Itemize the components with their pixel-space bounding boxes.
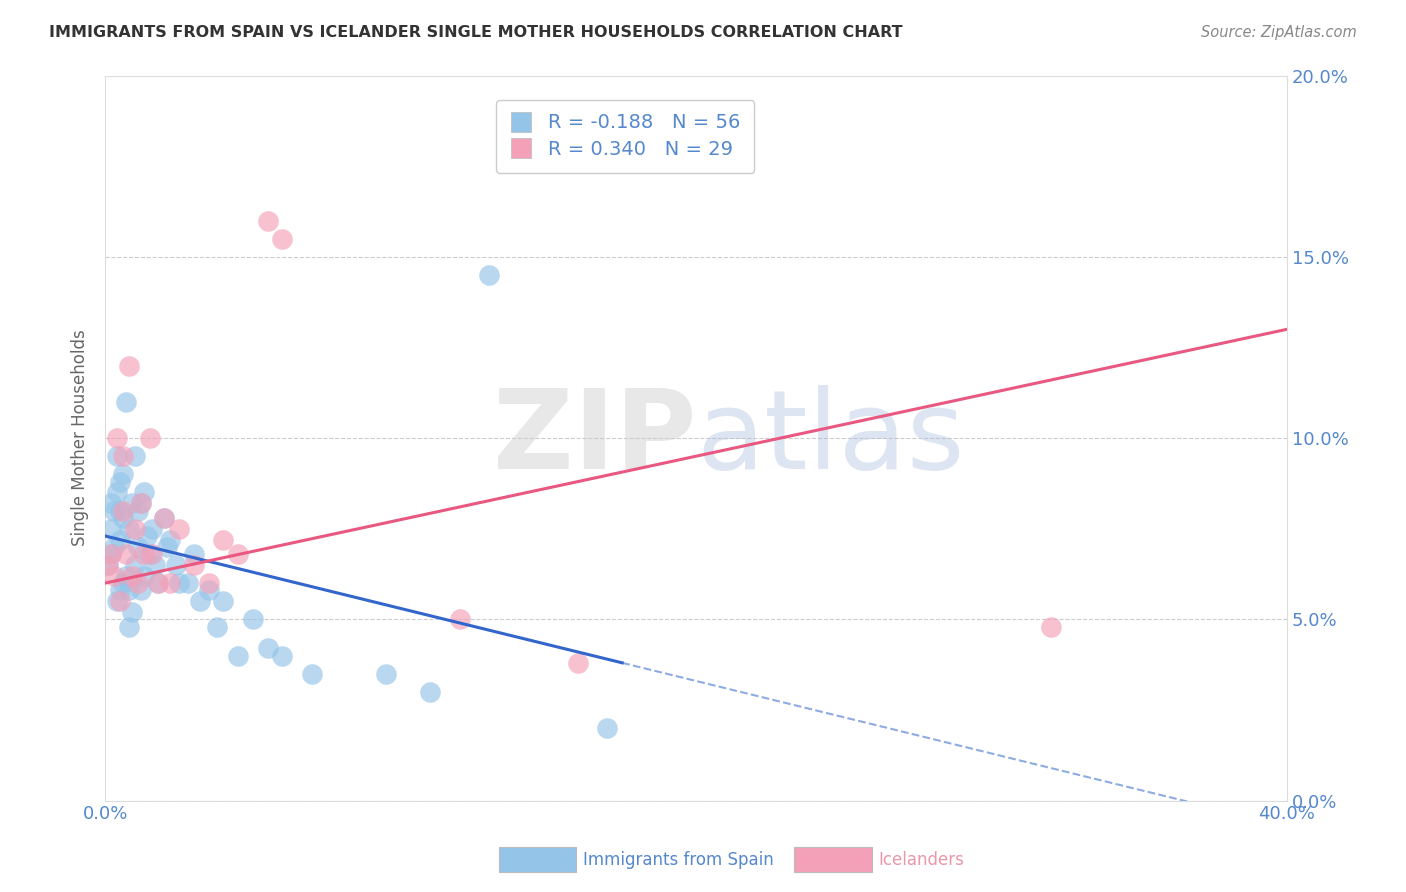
Point [374, 666, 396, 681]
Point [212, 594, 235, 608]
Point [121, 605, 143, 619]
Point [127, 576, 149, 591]
Point [97, 558, 120, 572]
Point [121, 569, 143, 583]
Point [226, 648, 249, 663]
Point [127, 503, 149, 517]
Point [115, 394, 138, 409]
Point [197, 583, 219, 598]
Point [141, 522, 163, 536]
Y-axis label: Single Mother Households: Single Mother Households [72, 330, 89, 547]
Point [124, 522, 146, 536]
Point [226, 547, 249, 561]
Point [100, 547, 122, 561]
Point [129, 583, 152, 598]
Text: Icelanders: Icelanders [879, 851, 965, 869]
Point [129, 496, 152, 510]
Point [132, 485, 155, 500]
Point [111, 576, 134, 591]
Point [100, 547, 122, 561]
Point [207, 619, 229, 633]
Point [100, 522, 122, 536]
Point [449, 612, 471, 626]
Point [1039, 619, 1062, 633]
Point [111, 511, 134, 525]
Point [148, 576, 170, 591]
Point [159, 533, 181, 547]
Point [419, 685, 441, 699]
Point [197, 576, 219, 591]
Point [256, 641, 278, 656]
Point [138, 431, 160, 445]
Point [271, 232, 294, 246]
Point [124, 449, 146, 463]
Text: Source: ZipAtlas.com: Source: ZipAtlas.com [1201, 25, 1357, 40]
Legend: R = -0.188   N = 56, R = 0.340   N = 29: R = -0.188 N = 56, R = 0.340 N = 29 [496, 100, 755, 173]
Point [567, 656, 589, 670]
Point [97, 558, 120, 572]
Point [135, 529, 157, 543]
Point [129, 496, 152, 510]
Point [156, 540, 179, 554]
Text: Immigrants from Spain: Immigrants from Spain [583, 851, 775, 869]
Text: atlas: atlas [696, 384, 965, 491]
Point [118, 619, 141, 633]
Point [118, 359, 141, 373]
Point [103, 569, 125, 583]
Point [145, 558, 167, 572]
Point [111, 467, 134, 482]
Point [115, 569, 138, 583]
Point [103, 503, 125, 517]
Point [118, 522, 141, 536]
Point [124, 558, 146, 572]
Point [105, 449, 128, 463]
Point [108, 594, 131, 608]
Point [121, 496, 143, 510]
Point [167, 522, 190, 536]
Point [111, 503, 134, 517]
Point [103, 540, 125, 554]
Point [105, 431, 128, 445]
Point [148, 576, 170, 591]
Point [256, 213, 278, 227]
Point [153, 511, 176, 525]
Point [188, 594, 211, 608]
Text: ZIP: ZIP [492, 384, 696, 491]
Point [167, 576, 190, 591]
Point [177, 576, 200, 591]
Point [115, 547, 138, 561]
Point [301, 666, 323, 681]
Point [138, 547, 160, 561]
Point [132, 569, 155, 583]
Point [108, 475, 131, 489]
Point [596, 721, 619, 735]
Point [100, 496, 122, 510]
Point [118, 583, 141, 598]
Point [478, 268, 501, 282]
Point [105, 594, 128, 608]
Point [141, 547, 163, 561]
Point [111, 449, 134, 463]
Point [105, 485, 128, 500]
Point [108, 583, 131, 598]
Point [159, 576, 181, 591]
Point [242, 612, 264, 626]
Point [108, 503, 131, 517]
Point [153, 511, 176, 525]
Point [165, 558, 187, 572]
Point [132, 547, 155, 561]
Point [183, 547, 205, 561]
Point [212, 533, 235, 547]
Point [108, 533, 131, 547]
Point [127, 540, 149, 554]
Point [183, 558, 205, 572]
Text: IMMIGRANTS FROM SPAIN VS ICELANDER SINGLE MOTHER HOUSEHOLDS CORRELATION CHART: IMMIGRANTS FROM SPAIN VS ICELANDER SINGL… [49, 25, 903, 40]
Point [271, 648, 294, 663]
